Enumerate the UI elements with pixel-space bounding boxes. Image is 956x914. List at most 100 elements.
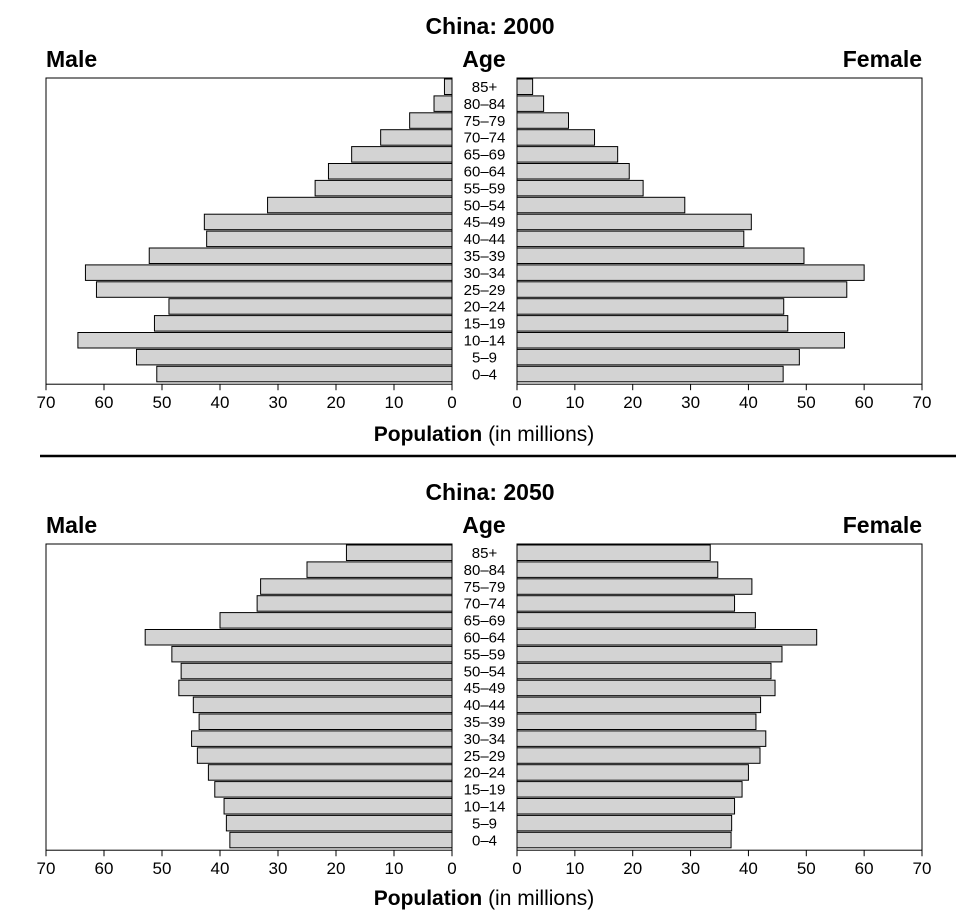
female-label: Female bbox=[843, 46, 922, 72]
male-label: Male bbox=[46, 512, 97, 538]
female-bar bbox=[516, 764, 749, 781]
age-group-label: 50–54 bbox=[464, 197, 506, 214]
female-bar bbox=[516, 348, 800, 366]
female-bar bbox=[516, 146, 619, 163]
female-bar bbox=[516, 179, 644, 197]
male-bar bbox=[267, 196, 453, 214]
chart-title: China: 2050 bbox=[425, 479, 554, 505]
age-group-label: 0–4 bbox=[472, 366, 497, 383]
female-bar bbox=[516, 747, 761, 764]
male-axis-tick-label: 10 bbox=[385, 859, 404, 878]
female-axis-tick-label: 40 bbox=[739, 859, 758, 878]
age-group-label: 50–54 bbox=[464, 663, 506, 680]
female-bar bbox=[516, 612, 756, 629]
male-bar bbox=[214, 781, 453, 798]
male-axis-tick-label: 50 bbox=[153, 393, 172, 412]
male-bar bbox=[351, 146, 453, 163]
female-bar bbox=[516, 365, 784, 383]
pyramid-2000: China: 2000 Male Age Female 85+80–8475–7… bbox=[37, 13, 932, 446]
male-bar bbox=[196, 747, 453, 764]
male-bar bbox=[219, 612, 453, 629]
female-bar bbox=[516, 264, 865, 281]
male-bar bbox=[153, 315, 453, 332]
plot-area: 85+80–8475–7970–7465–6960–6455–5950–5445… bbox=[37, 77, 931, 412]
female-bar bbox=[516, 298, 785, 315]
female-axis-tick-label: 10 bbox=[565, 859, 584, 878]
female-axis-tick-label: 30 bbox=[681, 859, 700, 878]
age-group-label: 35–39 bbox=[464, 714, 506, 731]
age-group-label: 25–29 bbox=[464, 748, 506, 765]
female-bar bbox=[516, 781, 743, 798]
plot-area: 85+80–8475–7970–7465–6960–6455–5950–5445… bbox=[37, 543, 932, 878]
female-bar bbox=[516, 247, 805, 264]
female-axis-tick-label: 20 bbox=[623, 393, 642, 412]
age-group-label: 10–14 bbox=[464, 799, 506, 816]
female-axis-tick-label: 60 bbox=[855, 393, 874, 412]
male-bar bbox=[306, 561, 453, 578]
female-bar bbox=[516, 730, 767, 747]
age-group-label: 55–59 bbox=[464, 646, 506, 663]
male-bar bbox=[77, 332, 453, 349]
age-group-label: 80–84 bbox=[464, 562, 506, 579]
age-group-label: 30–34 bbox=[464, 731, 506, 748]
male-bar bbox=[229, 831, 453, 849]
female-axis-tick-label: 50 bbox=[797, 393, 816, 412]
female-bar bbox=[516, 798, 736, 815]
age-group-label: 10–14 bbox=[464, 333, 506, 350]
x-axis-title: Population (in millions) bbox=[374, 423, 595, 446]
female-bar bbox=[516, 561, 719, 578]
age-group-label: 85+ bbox=[472, 79, 498, 96]
x-axis-title: Population (in millions) bbox=[374, 887, 595, 910]
female-bar bbox=[516, 78, 534, 95]
male-axis-tick-label: 20 bbox=[327, 859, 346, 878]
age-group-label: 20–24 bbox=[464, 299, 506, 316]
x-axis-title-bold: Population bbox=[374, 423, 483, 446]
male-bar bbox=[171, 645, 453, 663]
age-label: Age bbox=[462, 512, 505, 538]
age-group-label: 75–79 bbox=[464, 113, 506, 130]
female-axis-tick-label: 30 bbox=[681, 393, 700, 412]
age-group-label: 60–64 bbox=[464, 164, 506, 181]
pyramid-2050: China: 2050 Male Age Female 85+80–8475–7… bbox=[37, 479, 932, 910]
female-axis-tick-label: 50 bbox=[797, 859, 816, 878]
age-group-label: 5–9 bbox=[472, 349, 497, 366]
female-bar bbox=[516, 814, 733, 832]
age-group-label: 35–39 bbox=[464, 248, 506, 265]
age-group-label: 60–64 bbox=[464, 630, 506, 647]
male-bar bbox=[135, 348, 453, 366]
male-bar bbox=[409, 112, 453, 129]
female-bar bbox=[516, 696, 762, 714]
age-group-label: 45–49 bbox=[464, 680, 506, 697]
male-bar bbox=[180, 662, 453, 680]
female-axis-tick-label: 40 bbox=[739, 393, 758, 412]
male-bar bbox=[206, 230, 453, 248]
female-bar bbox=[516, 679, 776, 697]
male-bar bbox=[178, 679, 453, 697]
female-bar bbox=[516, 332, 845, 349]
age-group-label: 15–19 bbox=[464, 316, 506, 333]
female-bar bbox=[516, 281, 848, 298]
age-group-label: 85+ bbox=[472, 545, 498, 562]
female-bar bbox=[516, 578, 753, 595]
male-bar bbox=[95, 281, 453, 298]
female-bar bbox=[516, 629, 818, 646]
female-bar bbox=[516, 662, 772, 680]
age-group-label: 40–44 bbox=[464, 697, 506, 714]
male-bar bbox=[192, 696, 453, 714]
x-axis-title-bold: Population bbox=[374, 887, 483, 910]
female-axis-tick-label: 10 bbox=[565, 393, 584, 412]
age-group-label: 25–29 bbox=[464, 282, 506, 299]
female-axis-tick-label: 70 bbox=[913, 859, 932, 878]
male-bar bbox=[207, 764, 453, 781]
male-axis-tick-label: 20 bbox=[327, 393, 346, 412]
age-group-label: 45–49 bbox=[464, 214, 506, 231]
female-bar bbox=[516, 95, 545, 112]
male-axis-tick-label: 70 bbox=[37, 859, 56, 878]
male-bar bbox=[256, 595, 453, 612]
female-bar bbox=[516, 831, 732, 849]
female-axis-tick-label: 0 bbox=[512, 393, 521, 412]
male-axis-tick-label: 50 bbox=[153, 859, 172, 878]
male-bar bbox=[223, 798, 453, 815]
age-label: Age bbox=[462, 46, 505, 72]
